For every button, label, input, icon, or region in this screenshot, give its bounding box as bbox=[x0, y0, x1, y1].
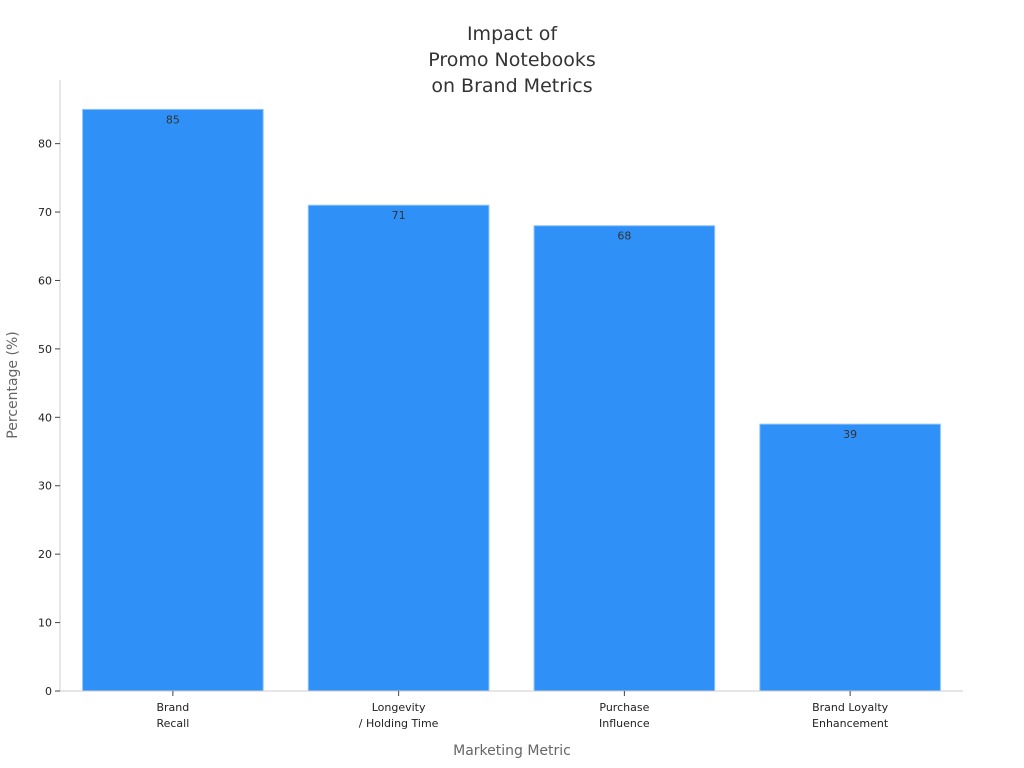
x-tick-label: Brand Loyalty Enhancement bbox=[812, 701, 889, 730]
y-tick-label: 70 bbox=[38, 206, 52, 219]
x-axis-label: Marketing Metric bbox=[453, 743, 571, 759]
y-tick-label: 80 bbox=[38, 138, 52, 151]
y-tick-label: 30 bbox=[38, 480, 52, 493]
data-label: 68 bbox=[617, 230, 631, 243]
y-tick-label: 10 bbox=[38, 617, 52, 630]
bars: 85 71 68 39 bbox=[82, 108, 941, 692]
y-tick-label: 60 bbox=[38, 274, 52, 287]
x-tick-label: Purchase Influence bbox=[599, 701, 650, 730]
bar bbox=[82, 108, 264, 692]
bar bbox=[759, 423, 941, 692]
y-tick-label: 0 bbox=[45, 685, 52, 698]
y-tick-label: 50 bbox=[38, 343, 52, 356]
data-label: 39 bbox=[843, 428, 857, 441]
x-axis: Brand Recall Longevity / Holding Time Purcha… bbox=[60, 690, 963, 730]
y-axis: 0 10 20 30 40 50 60 70 80 bbox=[38, 80, 61, 698]
y-tick-label: 40 bbox=[38, 411, 52, 424]
chart-title: Impact of Promo Notebooks on Brand Metrics bbox=[428, 23, 596, 97]
y-axis-label: Percentage (%) bbox=[5, 331, 21, 438]
x-tick-label: Brand Recall bbox=[156, 701, 189, 730]
bar bbox=[307, 204, 490, 692]
bar bbox=[533, 225, 716, 692]
data-label: 85 bbox=[166, 113, 180, 126]
chart-title-line: Impact of bbox=[467, 23, 558, 45]
chart-title-line: Promo Notebooks bbox=[428, 49, 596, 71]
chart-title-line: on Brand Metrics bbox=[431, 75, 592, 97]
data-label: 71 bbox=[392, 209, 406, 222]
y-tick-label: 20 bbox=[38, 548, 52, 561]
x-tick-label: Longevity / Holding Time bbox=[359, 701, 439, 730]
